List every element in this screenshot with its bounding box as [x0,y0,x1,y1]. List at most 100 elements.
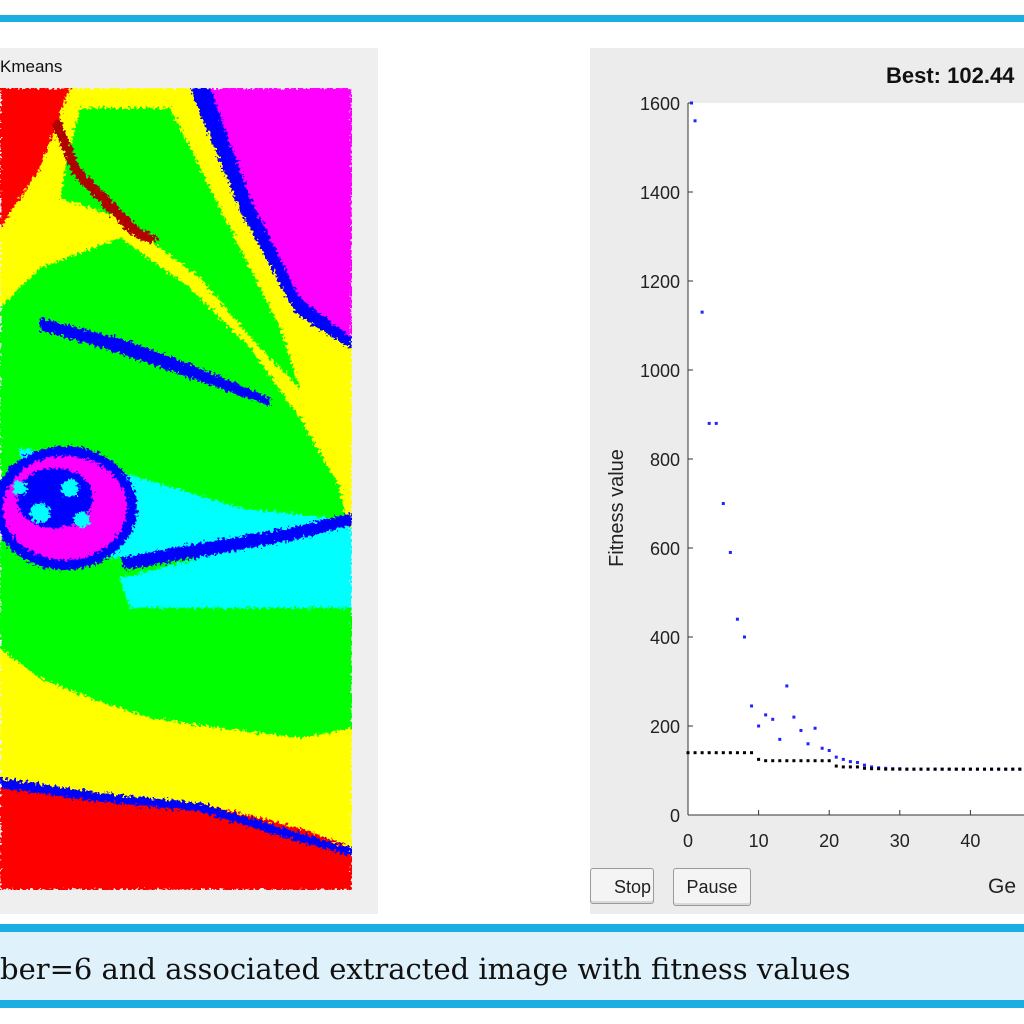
best-fitness-point [785,759,789,763]
best-fitness-point [848,765,852,769]
best-fitness-point [778,759,782,763]
mean-fitness-point [707,421,711,425]
best-fitness-point [919,767,923,771]
best-fitness-point [728,751,732,755]
best-fitness-point [983,767,987,771]
kmeans-figure-title: Kmeans [0,57,63,76]
best-fitness-point [968,767,972,771]
best-fitness-point [877,767,881,771]
pause-button[interactable]: Pause [673,868,751,906]
figure-caption: ber=6 and associated extracted image wit… [0,952,851,986]
best-fitness-point [898,767,902,771]
best-fitness-point [841,765,845,769]
best-fitness-point [961,767,965,771]
best-fitness-point [1011,767,1015,771]
best-fitness-point [686,751,690,755]
best-fitness-point [714,751,718,755]
best-fitness-point [834,764,838,768]
best-fitness-point [891,767,895,771]
mean-fitness-point [750,704,754,708]
mean-fitness-point [841,757,845,761]
y-tick-label: 1600 [640,94,680,114]
caption-bottom-rule [0,1000,1024,1008]
mean-fitness-point [757,724,761,728]
best-fitness-point [707,751,711,755]
best-fitness-point [1018,767,1022,771]
mean-fitness-point [820,746,824,750]
best-fitness-point [820,759,824,763]
best-fitness-point [863,766,866,770]
mean-fitness-point [834,755,838,759]
stop-button[interactable]: Stop [590,868,654,904]
best-fitness-point [827,759,831,763]
chart-title: Best: 102.44 [886,63,1015,88]
best-fitness-point [990,767,994,771]
best-fitness-point [947,767,951,771]
top-rule [0,15,1024,22]
y-tick-label: 200 [650,717,680,737]
caption-top-rule [0,924,1024,932]
mean-fitness-point [714,421,718,425]
x-tick-label: 20 [819,831,839,851]
best-fitness-point [799,759,803,763]
best-fitness-point [933,767,937,771]
mean-fitness-point [806,742,810,746]
best-fitness-point [735,751,739,755]
best-fitness-point [1004,767,1008,771]
y-tick-label: 0 [670,806,680,826]
x-axis-label: Ge [988,875,1016,898]
mean-fitness-point [855,760,859,764]
best-fitness-point [975,767,979,771]
mean-fitness-point [700,310,704,314]
best-fitness-point [721,751,725,755]
x-tick-label: 40 [960,831,980,851]
mean-fitness-point [813,726,817,730]
best-fitness-point [764,759,768,763]
mean-fitness-point [693,119,697,123]
x-tick-label: 30 [890,831,910,851]
mean-fitness-point [771,717,775,721]
best-fitness-point [700,751,704,755]
mean-fitness-point [742,635,746,639]
mean-fitness-point [799,728,803,732]
best-fitness-point [771,759,775,763]
caption-bar [0,932,1024,1000]
plot-area [688,103,1024,815]
mean-fitness-point [764,713,768,717]
y-tick-label: 1000 [640,361,680,381]
mean-fitness-point [785,684,789,688]
y-tick-label: 800 [650,450,680,470]
best-fitness-point [870,767,874,771]
best-fitness-point [912,767,916,771]
x-tick-label: 0 [683,831,693,851]
best-fitness-point [693,751,697,755]
best-fitness-point [940,767,944,771]
mean-fitness-point [728,550,732,554]
mean-fitness-point [827,748,831,752]
best-fitness-point [997,767,1001,771]
fitness-chart: Best: 102.44 Fitness value Ge 0200400600… [606,63,1024,898]
best-fitness-point [926,767,930,771]
best-fitness-point [792,759,796,763]
x-tick-label: 10 [749,831,769,851]
best-fitness-point [855,765,859,769]
best-fitness-point [806,759,810,763]
best-fitness-point [813,759,817,763]
best-fitness-point [742,751,746,755]
mean-fitness-point [870,765,874,769]
mean-fitness-point [735,617,739,621]
best-fitness-point [884,767,888,771]
y-tick-label: 600 [650,539,680,559]
best-fitness-point [905,767,909,771]
best-fitness-point [750,751,754,755]
y-axis-label: Fitness value [606,449,628,567]
y-tick-label: 1400 [640,183,680,203]
mean-fitness-point [721,502,725,505]
mean-fitness-point [690,101,694,105]
mean-fitness-point [863,763,866,767]
kmeans-cluster-image [0,88,352,890]
mean-fitness-point [792,715,796,719]
mean-fitness-point [848,760,852,764]
best-fitness-point [757,757,761,761]
best-fitness-point [954,767,958,771]
